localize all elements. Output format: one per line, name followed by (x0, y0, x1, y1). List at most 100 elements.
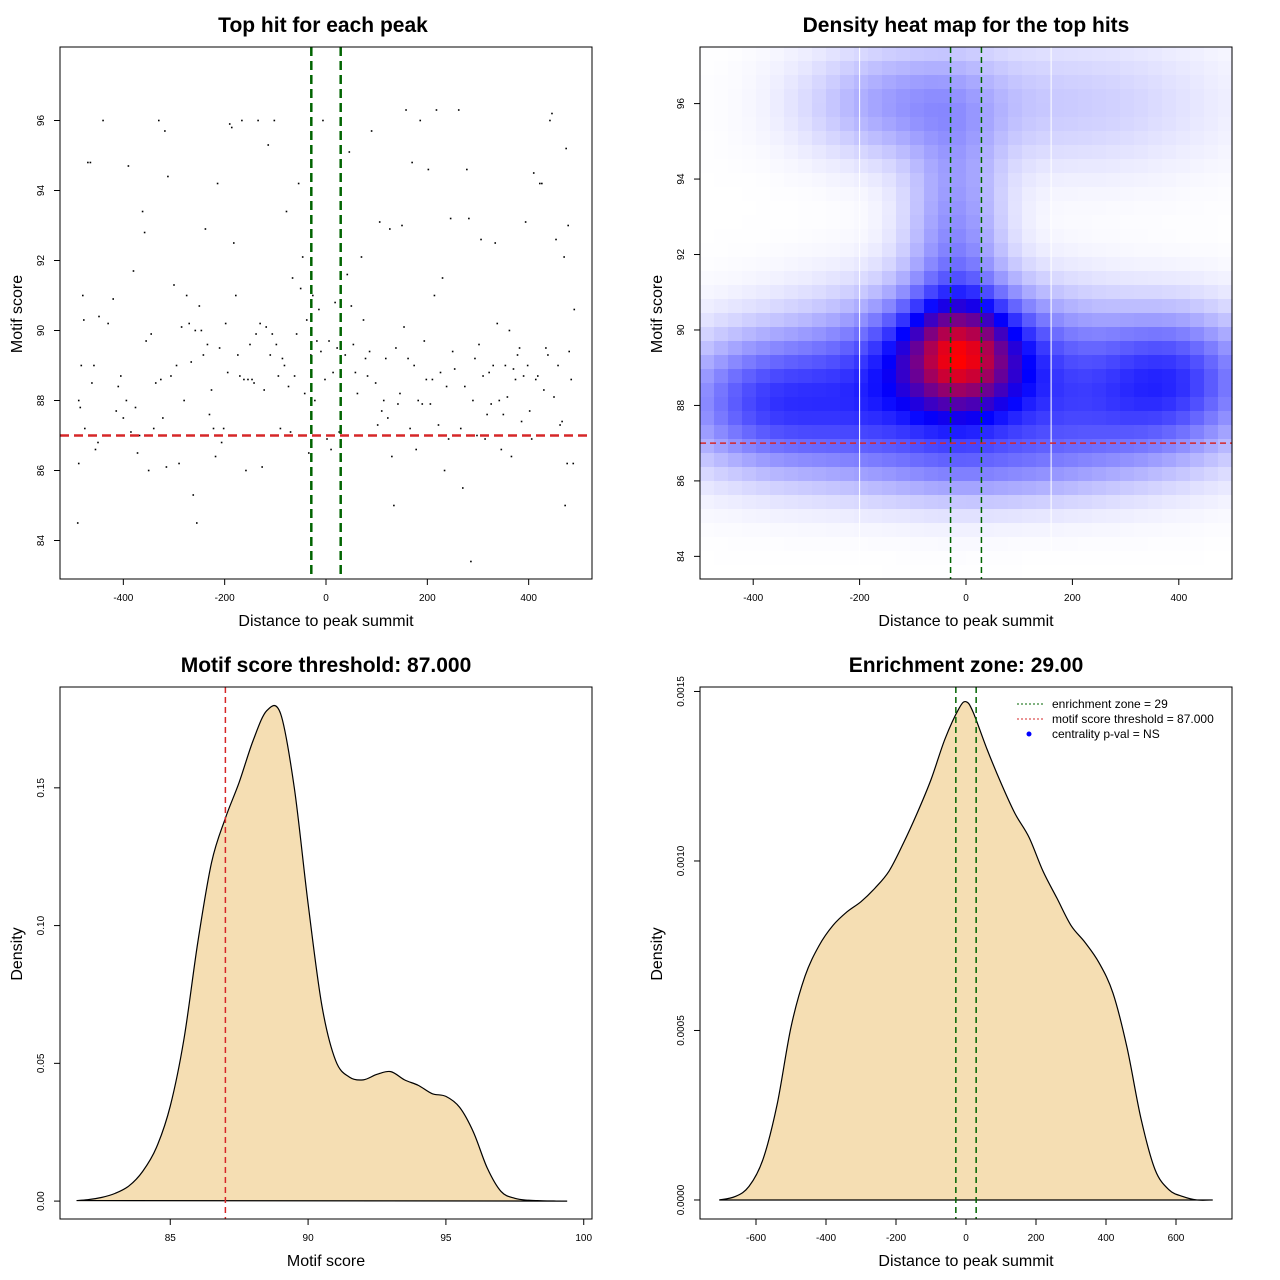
heatmap-cell (1218, 509, 1233, 524)
data-point (382, 399, 385, 402)
heatmap-cell (812, 425, 827, 440)
heatmap-cell (854, 117, 869, 132)
heatmap-cell (896, 243, 911, 258)
heatmap-cell (854, 481, 869, 496)
heatmap-cell (1134, 47, 1149, 62)
heatmap-cell (1092, 327, 1107, 342)
heatmap-cell (798, 355, 813, 370)
heatmap-cell (938, 313, 953, 328)
heatmap-cell (714, 341, 729, 356)
heatmap-cell (1106, 327, 1121, 342)
heatmap-cell (854, 467, 869, 482)
heatmap-cell (1204, 523, 1219, 538)
heatmap-cell (1148, 453, 1163, 468)
heatmap-cell (1204, 495, 1219, 510)
heatmap-cell (1162, 439, 1177, 454)
heatmap-cell (728, 75, 743, 90)
heatmap-cell (952, 341, 967, 356)
heatmap-cell (896, 271, 911, 286)
heatmap-cell (1190, 523, 1205, 538)
heatmap-cell (1064, 257, 1079, 272)
heatmap-cell (854, 537, 869, 552)
data-point (474, 357, 476, 360)
heatmap-cell (1036, 481, 1051, 496)
heatmap-cell (1176, 523, 1191, 538)
heatmap-cell (882, 523, 897, 538)
data-point (553, 396, 555, 398)
heatmap-cell (1022, 285, 1037, 300)
heatmap-cell (812, 131, 827, 146)
heatmap-cell (784, 313, 799, 328)
heatmap-cell (756, 299, 771, 314)
heatmap-cell (896, 313, 911, 328)
heatmap-cell (840, 61, 855, 76)
heatmap-cell (1050, 523, 1065, 538)
heatmap-cell (1134, 187, 1149, 202)
heatmap-cell (812, 159, 827, 174)
heatmap-cell (1204, 509, 1219, 524)
heatmap-cell (854, 257, 869, 272)
data-point (518, 347, 521, 349)
heatmap-cell (826, 551, 841, 566)
x-tick-label: -600 (746, 1233, 766, 1244)
heatmap-cell (700, 117, 715, 132)
heatmap-cell (1190, 117, 1205, 132)
heatmap-cell (1092, 215, 1107, 230)
data-point (183, 399, 185, 402)
heatmap-cell (966, 75, 981, 90)
data-point (362, 319, 365, 321)
heatmap-cell (798, 173, 813, 188)
heatmap-cell (1008, 467, 1023, 482)
heatmap-cell (728, 313, 743, 328)
heatmap-cell (980, 383, 995, 398)
heatmap-cell (770, 61, 785, 76)
x-tick-label: 90 (303, 1233, 315, 1244)
heatmap-cell (1036, 215, 1051, 230)
heatmap-cell (924, 173, 939, 188)
heatmap-cell (1036, 299, 1051, 314)
heatmap-cell (1022, 523, 1037, 538)
heatmap-cell (728, 229, 743, 244)
heatmap-cell (742, 103, 757, 118)
heatmap-cell (1022, 425, 1037, 440)
heatmap-cell (854, 495, 869, 510)
heatmap-cell (1022, 369, 1037, 384)
heatmap-cell (1148, 187, 1163, 202)
heatmap-cell (840, 341, 855, 356)
data-point (498, 399, 501, 402)
heatmap-cell (938, 327, 953, 342)
heatmap-cell (1050, 369, 1065, 384)
heatmap-cell (728, 551, 743, 566)
heatmap-cell (994, 551, 1009, 566)
heatmap-cell (770, 75, 785, 90)
heatmap-cell (812, 47, 827, 62)
heatmap-cell (1190, 341, 1205, 356)
heatmap-cell (1078, 187, 1093, 202)
heatmap-cell (994, 243, 1009, 258)
heatmap-cell (1162, 243, 1177, 258)
data-point (486, 413, 488, 416)
heatmap-cell (1176, 425, 1191, 440)
heatmap-cell (1148, 495, 1163, 510)
heatmap-cell (1050, 397, 1065, 412)
heatmap-cell (938, 341, 953, 356)
score-density-ylabel: Density (9, 927, 26, 980)
heatmap-cell (770, 453, 785, 468)
heatmap-cell (1204, 299, 1219, 314)
heatmap-cell (742, 551, 757, 566)
heatmap-cell (1218, 481, 1233, 496)
heatmap-cell (1162, 103, 1177, 118)
heatmap-cell (700, 383, 715, 398)
heatmap-cell (1092, 61, 1107, 76)
heatmap-cell (952, 509, 967, 524)
heatmap-cell (1008, 271, 1023, 286)
heatmap-cell (840, 481, 855, 496)
heatmap-cell (924, 159, 939, 174)
heatmap-cell (952, 215, 967, 230)
x-tick-label: -200 (215, 593, 235, 604)
heatmap-cell (826, 271, 841, 286)
data-point (573, 308, 576, 311)
heatmap-cell (1008, 215, 1023, 230)
heatmap-cell (714, 173, 729, 188)
